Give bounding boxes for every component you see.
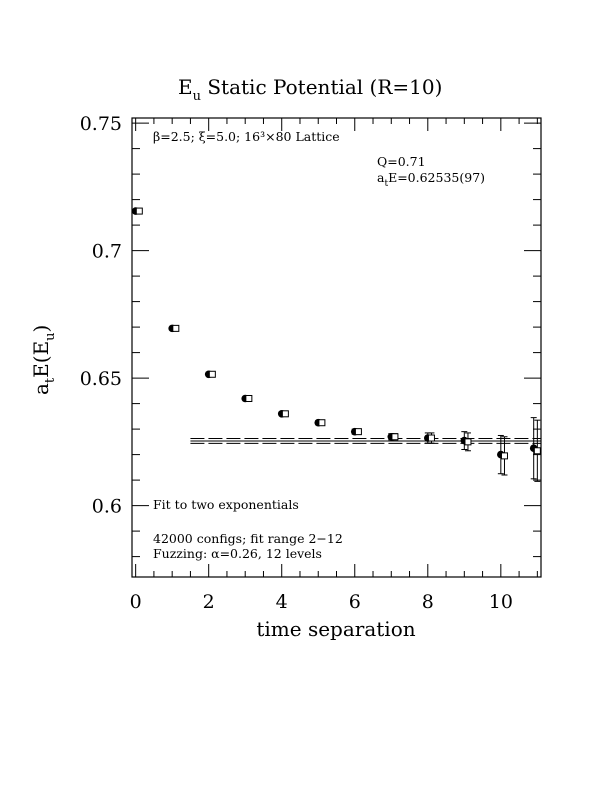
chart-title: Eu Static Potential (R=10)	[178, 75, 442, 104]
x-tick-label: 10	[489, 591, 513, 613]
data-point-square	[464, 438, 472, 446]
data-markers	[131, 207, 541, 482]
fit-label-annotation: Fit to two exponentials	[153, 497, 299, 512]
data-point-square	[172, 324, 180, 332]
data-point-square	[318, 419, 326, 427]
x-tick-label: 2	[203, 591, 215, 613]
energy-annotation: atE=0.62535(97)	[377, 170, 485, 189]
data-point-square	[135, 207, 143, 215]
x-tick-label: 0	[130, 591, 142, 613]
y-tick-label: 0.7	[92, 241, 122, 263]
data-point-square	[208, 370, 216, 378]
x-tick-label: 4	[276, 591, 288, 613]
data-point-square	[354, 428, 362, 436]
y-tick-label: 0.75	[80, 113, 122, 135]
axis-ticks: 0 2 4 6 8 10 0.6 0.65 0.7 0.75	[80, 113, 541, 613]
lattice-annotation: β=2.5; ξ=5.0; 16³×80 Lattice	[153, 129, 340, 144]
x-axis-label: time separation	[256, 617, 415, 641]
x-tick-label: 8	[422, 591, 434, 613]
configs-annotation: 42000 configs; fit range 2−12	[153, 531, 343, 546]
data-point-square	[391, 433, 399, 441]
data-point-square	[245, 395, 253, 402]
x-tick-label: 6	[349, 591, 361, 613]
q-annotation: Q=0.71	[377, 154, 426, 169]
y-tick-label: 0.65	[80, 368, 122, 390]
y-tick-label: 0.6	[92, 496, 122, 518]
data-point-square	[533, 447, 541, 455]
y-axis-label: atE(Eu)	[29, 325, 58, 395]
data-point-square	[281, 410, 289, 418]
fit-band	[190, 437, 541, 444]
fuzzing-annotation: Fuzzing: α=0.26, 12 levels	[153, 546, 322, 561]
data-point-square	[427, 434, 435, 442]
data-point-square	[500, 452, 508, 460]
